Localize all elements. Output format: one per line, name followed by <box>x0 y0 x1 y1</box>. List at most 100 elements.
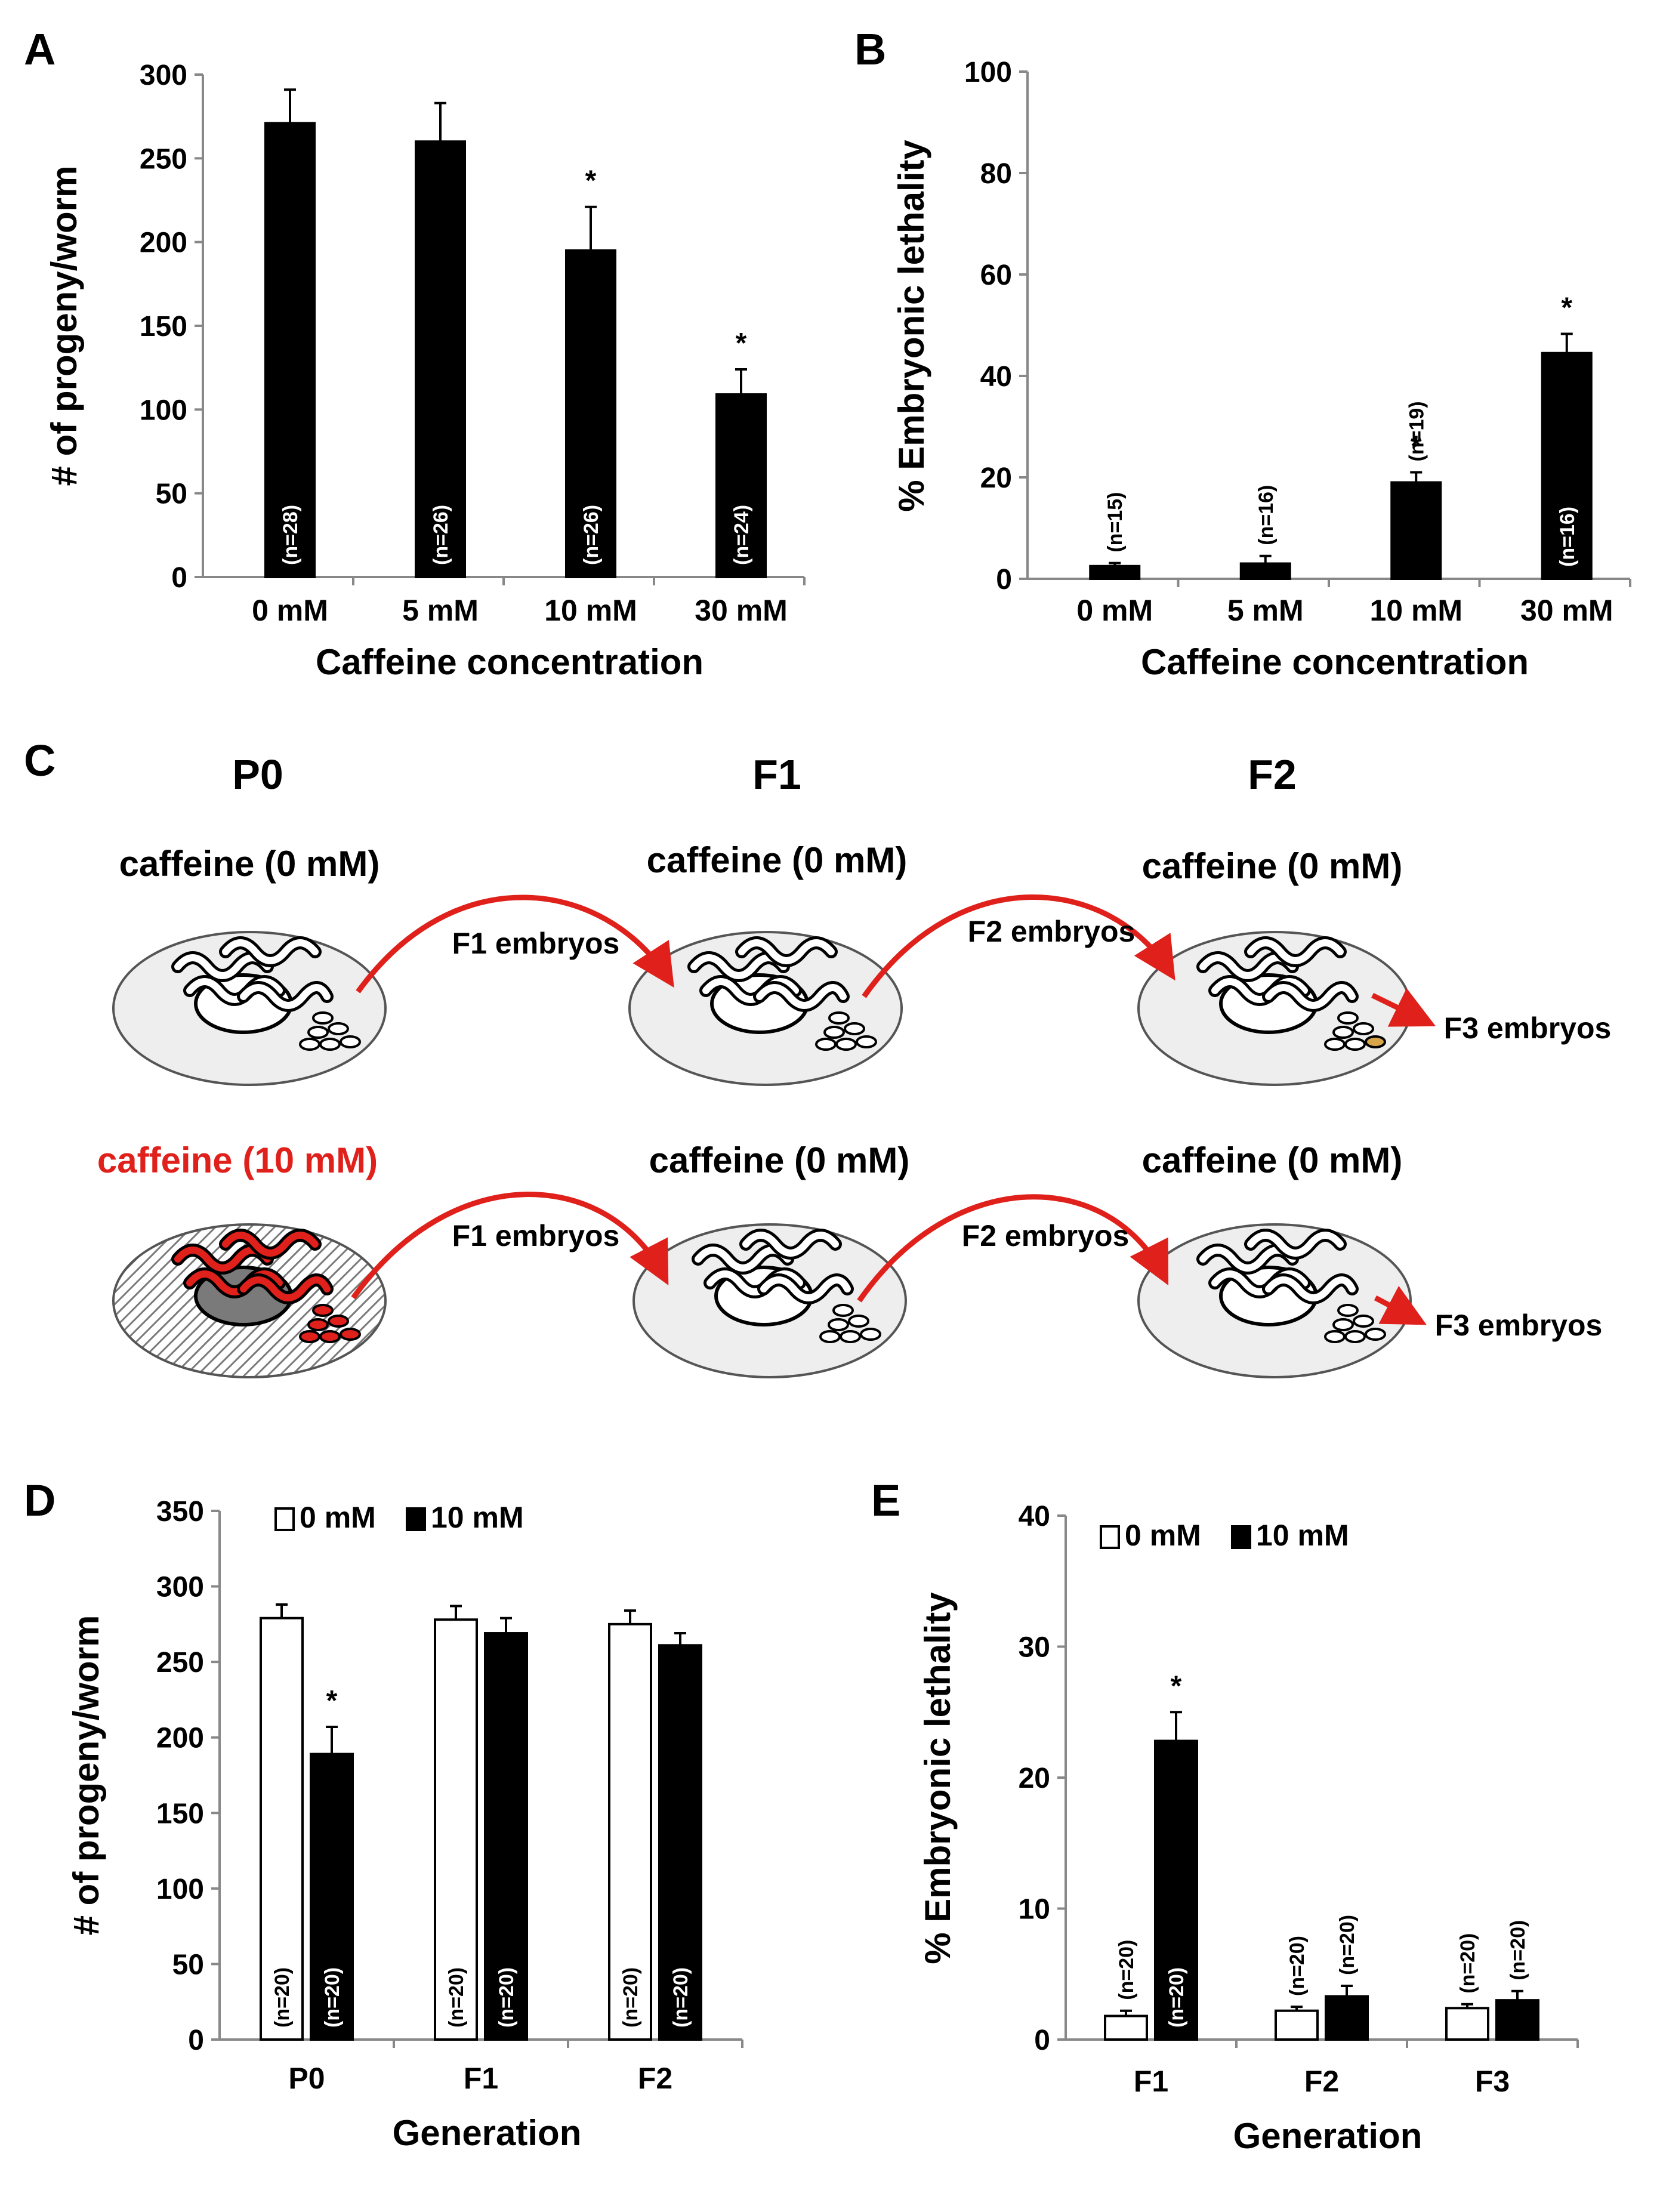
arrow-label-row2-f1: F1 embryos <box>452 1219 620 1252</box>
chart-d-progeny-generations: 0 50 100 150 200 250 300 350 # of progeny/worm Ge… <box>66 1496 743 2153</box>
embryo <box>1365 1035 1386 1048</box>
bar <box>1089 564 1141 580</box>
worm <box>240 1276 331 1301</box>
significance-star: * <box>585 165 597 197</box>
bar <box>1445 2007 1489 2041</box>
row1-condition-f2: caffeine (0 mM) <box>1142 846 1403 886</box>
bar <box>658 1644 702 2041</box>
embryo <box>844 1022 865 1035</box>
y-tick-label: 20 <box>980 462 1012 494</box>
n-label: (n=24) <box>730 505 753 565</box>
n-label: (n=26) <box>580 505 603 565</box>
generation-label-f1: F1 <box>752 751 801 798</box>
arrow-row1-f2-f3 <box>1371 988 1436 1027</box>
bar <box>1275 2009 1319 2041</box>
arrow-label-row1-f2: F2 embryos <box>968 915 1136 948</box>
significance-star: * <box>1411 431 1422 462</box>
petri-plate <box>1137 931 1412 1086</box>
n-label: (n=20) <box>669 1967 692 2028</box>
arrow-row2-f1-f2 <box>857 1194 1169 1303</box>
n-label: (n=20) <box>1336 1915 1359 1975</box>
n-label: (n=20) <box>1507 1920 1529 1980</box>
row2-condition-f2: caffeine (0 mM) <box>1142 1140 1403 1180</box>
bar <box>1390 481 1442 580</box>
embryo <box>340 1328 361 1341</box>
y-tick-label: 0 <box>171 562 187 594</box>
legend-swatch <box>1100 1525 1120 1549</box>
embryo <box>848 1315 869 1328</box>
n-label: (n=16) <box>1556 507 1579 567</box>
bar <box>1495 1999 1539 2041</box>
generation-label-f2: F2 <box>1248 751 1297 798</box>
legend-label: 10 mM <box>1256 1519 1349 1552</box>
panel-label-b: B <box>854 24 886 74</box>
embryo <box>1324 1330 1346 1343</box>
x-axis-label: Generation <box>393 2113 582 2153</box>
embryo <box>1365 1328 1386 1341</box>
embryo <box>328 1022 349 1035</box>
y-tick-label: 20 <box>1019 1763 1050 1794</box>
legend-label: 0 mM <box>300 1501 376 1534</box>
y-tick-label: 50 <box>156 479 187 510</box>
x-tick-label: 0 mM <box>252 594 328 627</box>
y-tick-label: 0 <box>188 2025 204 2056</box>
y-axis-label: % Embryonic lethality <box>918 1592 958 1964</box>
y-tick-label: 50 <box>172 1949 204 1980</box>
legend-label: 0 mM <box>1125 1519 1201 1552</box>
embryo <box>312 1011 334 1025</box>
petri-plate <box>112 1223 387 1378</box>
n-label: (n=20) <box>271 1967 294 2028</box>
y-tick-label: 150 <box>156 1798 204 1830</box>
worm <box>240 984 331 1009</box>
y-tick-label: 0 <box>1034 2025 1050 2056</box>
x-tick-label: 0 mM <box>1076 594 1153 627</box>
n-label: (n=20) <box>1115 1940 1138 2000</box>
x-tick-label: 10 mM <box>1369 594 1462 627</box>
legend-swatch <box>406 1507 426 1531</box>
bar <box>415 140 466 578</box>
embryo <box>319 1330 341 1343</box>
panel-label-e: E <box>871 1476 900 1525</box>
bar <box>1541 351 1593 580</box>
y-axis-label: # of progeny/worm <box>44 166 84 486</box>
n-label: (n=20) <box>1457 1933 1479 1994</box>
y-tick-label: 150 <box>140 311 187 343</box>
worm <box>1247 939 1344 964</box>
embryo <box>1353 1315 1374 1328</box>
panel-label-a: A <box>24 24 55 74</box>
n-label: (n=16) <box>1255 485 1278 545</box>
x-tick-label: 30 mM <box>1520 594 1613 627</box>
x-tick-label: F2 <box>1304 2065 1339 2098</box>
y-tick-label: 350 <box>156 1496 204 1528</box>
worm <box>756 984 847 1009</box>
bar <box>715 393 767 578</box>
x-axis-label: Caffeine concentration <box>1141 642 1529 682</box>
embryo <box>819 1330 841 1343</box>
embryo <box>828 1011 850 1025</box>
embryo <box>1344 1330 1366 1343</box>
n-label: (n=20) <box>445 1967 468 2028</box>
x-tick-label: F3 <box>1475 2065 1510 2098</box>
embryo <box>312 1304 334 1317</box>
worm <box>222 939 319 964</box>
embryo <box>1324 1038 1346 1051</box>
x-tick-label: F1 <box>464 2062 498 2095</box>
arrow-label-row2-f3: F3 embryos <box>1435 1309 1603 1342</box>
bar <box>565 249 616 578</box>
x-tick-label: 30 mM <box>695 594 788 627</box>
x-tick-label: 10 mM <box>544 594 637 627</box>
worm <box>742 1232 839 1257</box>
embryo <box>828 1318 849 1331</box>
chart-b-lethality: 0 20 40 60 80 100 % Embryonic lethality Caffein… <box>891 57 1631 682</box>
bar <box>310 1753 354 2041</box>
embryo <box>307 1026 329 1039</box>
bar <box>1239 562 1291 580</box>
petri-plate <box>112 931 387 1086</box>
arrow-row2-p0-f1 <box>351 1192 669 1300</box>
y-tick-label: 100 <box>156 1874 204 1905</box>
legend-label: 10 mM <box>431 1501 524 1534</box>
row2-condition-f1: caffeine (0 mM) <box>649 1140 910 1180</box>
n-label: (n=19) <box>1405 401 1428 461</box>
embryo <box>1337 1304 1359 1317</box>
worm <box>222 1232 319 1257</box>
